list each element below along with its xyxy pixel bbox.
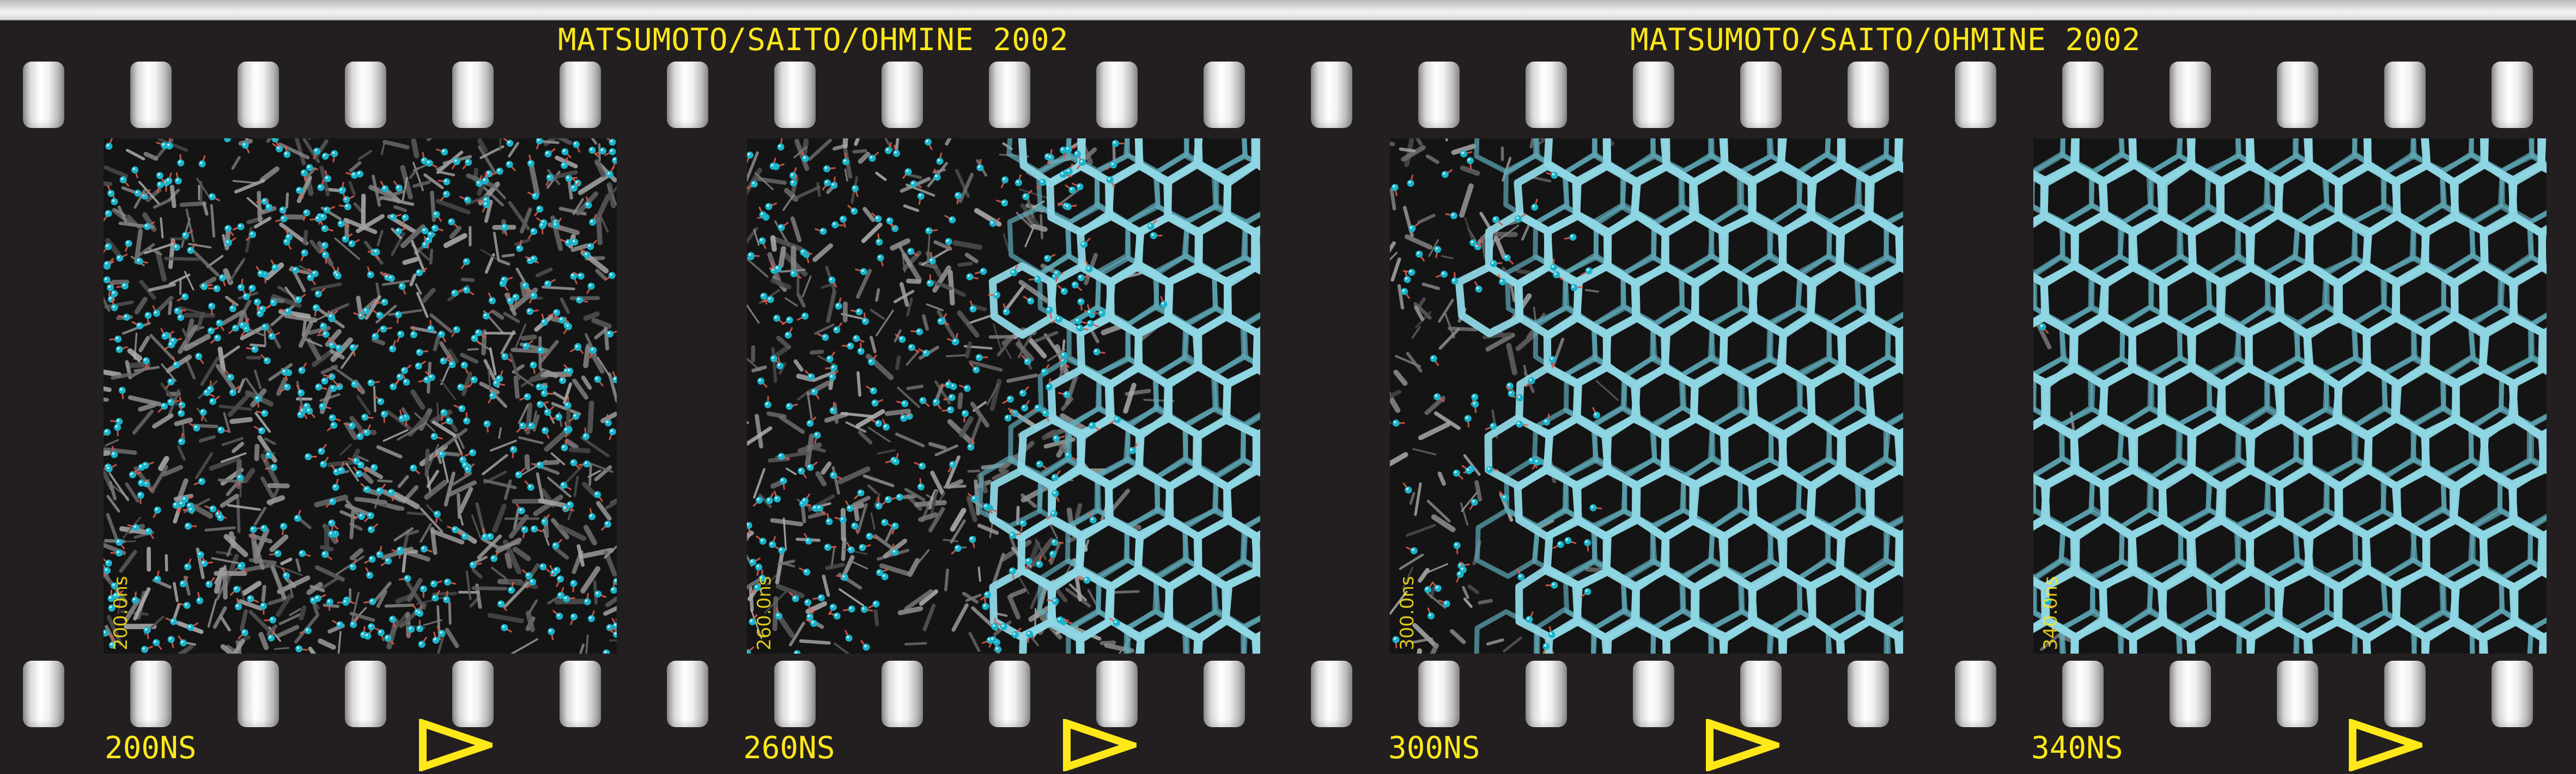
film-perforation-icon [1204, 661, 1245, 727]
film-perforation-icon [1311, 62, 1352, 128]
frame-advance-triangle-icon [1062, 719, 1137, 771]
molecular-snapshot-image [1390, 138, 1903, 654]
film-perforation-icon [989, 661, 1030, 727]
frame-340ns: 340.0ns [2033, 138, 2547, 654]
frame-time-inset: 200.0ns [110, 576, 132, 650]
film-perforation-icon [1096, 661, 1138, 727]
film-perforation-icon [1526, 62, 1567, 128]
film-perforation-icon [667, 62, 708, 128]
film-perforation-icon [130, 661, 172, 727]
top-caption-right: MATSUMOTO/SAITO/OHMINE 2002 [1630, 22, 2141, 58]
bottom-perforation-row [0, 661, 2576, 727]
frame-time-inset: 300.0ns [1396, 576, 1418, 650]
film-perforation-icon [1526, 661, 1567, 727]
film-perforation-icon [774, 661, 816, 727]
film-perforation-icon [238, 661, 279, 727]
film-perforation-icon [667, 661, 708, 727]
film-perforation-icon [1740, 62, 1782, 128]
film-perforation-icon [238, 62, 279, 128]
film-perforation-icon [23, 661, 64, 727]
film-perforation-icon [23, 62, 64, 128]
frame-label-200ns: 200NS [105, 730, 197, 766]
frame-time-inset: 260.0ns [754, 576, 775, 650]
film-perforation-icon [1633, 62, 1674, 128]
molecular-snapshot-image [747, 138, 1260, 654]
film-perforation-icon [989, 62, 1030, 128]
film-perforation-icon [2277, 62, 2318, 128]
film-perforation-icon [2384, 62, 2426, 128]
film-perforation-icon [345, 661, 386, 727]
film-perforation-icon [1311, 661, 1352, 727]
film-perforation-icon [2384, 661, 2426, 727]
frame-time-inset: 340.0ns [2040, 576, 2062, 650]
film-perforation-icon [560, 661, 601, 727]
film-perforation-icon [452, 661, 494, 727]
film-perforation-icon [1204, 62, 1245, 128]
film-perforation-icon [1633, 661, 1674, 727]
film-perforation-icon [1848, 62, 1889, 128]
film-perforation-icon [2170, 661, 2211, 727]
film-perforation-icon [882, 62, 923, 128]
frame-300ns: 300.0ns [1390, 138, 1903, 654]
film-perforation-icon [2170, 62, 2211, 128]
frame-label-300ns: 300NS [1388, 730, 1480, 766]
film-perforation-icon [774, 62, 816, 128]
film-perforation-icon [2492, 661, 2533, 727]
frame-advance-triangle-icon [418, 719, 493, 771]
film-perforation-icon [452, 62, 494, 128]
frame-advance-triangle-icon [1705, 719, 1779, 771]
film-perforation-icon [560, 62, 601, 128]
film-perforation-icon [1096, 62, 1138, 128]
film-perforation-icon [2062, 62, 2104, 128]
top-caption-left: MATSUMOTO/SAITO/OHMINE 2002 [558, 22, 1069, 58]
film-perforation-icon [1418, 62, 1460, 128]
frame-label-340ns: 340NS [2031, 730, 2123, 766]
film-perforation-icon [1848, 661, 1889, 727]
film-perforation-icon [2492, 62, 2533, 128]
film-perforation-icon [1740, 661, 1782, 727]
film-perforation-icon [1955, 62, 1996, 128]
film-perforation-icon [2062, 661, 2104, 727]
film-perforation-icon [345, 62, 386, 128]
film-perforation-icon [1955, 661, 1996, 727]
molecular-snapshot-image [104, 138, 617, 654]
frame-200ns: 200.0ns [104, 138, 617, 654]
film-perforation-icon [882, 661, 923, 727]
frame-label-260ns: 260NS [743, 730, 835, 766]
film-perforation-icon [2277, 661, 2318, 727]
film-perforation-icon [130, 62, 172, 128]
film-perforation-icon [1418, 661, 1460, 727]
molecular-snapshot-image [2033, 138, 2547, 654]
top-perforation-row [0, 62, 2576, 128]
frame-advance-triangle-icon [2348, 719, 2422, 771]
frame-260ns: 260.0ns [747, 138, 1260, 654]
